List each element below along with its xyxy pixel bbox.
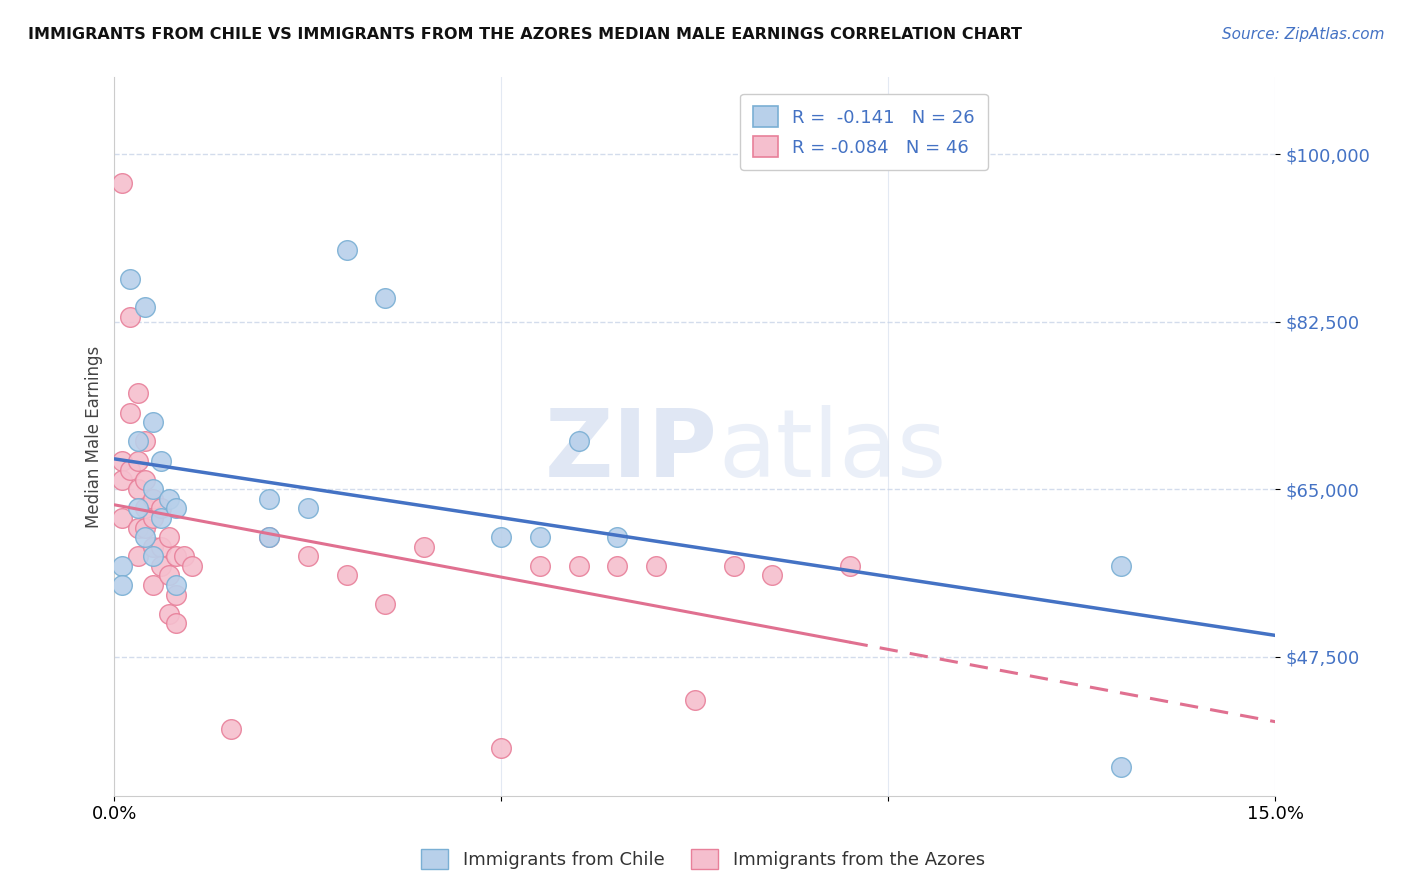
Point — [1109, 760, 1132, 774]
Point — [127, 453, 149, 467]
Point — [761, 568, 783, 582]
Point — [127, 549, 149, 564]
Point — [165, 616, 187, 631]
Point — [134, 473, 156, 487]
Point — [111, 511, 134, 525]
Point — [157, 530, 180, 544]
Point — [127, 501, 149, 516]
Point — [134, 520, 156, 534]
Point — [165, 501, 187, 516]
Point — [257, 530, 280, 544]
Point — [149, 540, 172, 554]
Point — [149, 511, 172, 525]
Point — [157, 491, 180, 506]
Point — [127, 434, 149, 449]
Point — [568, 434, 591, 449]
Point — [297, 549, 319, 564]
Point — [491, 530, 513, 544]
Point — [683, 693, 706, 707]
Legend: R =  -0.141   N = 26, R = -0.084   N = 46: R = -0.141 N = 26, R = -0.084 N = 46 — [740, 94, 987, 169]
Point — [645, 558, 668, 573]
Y-axis label: Median Male Earnings: Median Male Earnings — [86, 345, 103, 528]
Point — [165, 588, 187, 602]
Point — [606, 530, 628, 544]
Point — [491, 740, 513, 755]
Point — [111, 453, 134, 467]
Point — [118, 406, 141, 420]
Point — [529, 558, 551, 573]
Point — [165, 578, 187, 592]
Point — [374, 597, 396, 611]
Point — [142, 540, 165, 554]
Point — [134, 434, 156, 449]
Point — [118, 271, 141, 285]
Point — [111, 558, 134, 573]
Point — [1109, 558, 1132, 573]
Point — [111, 176, 134, 190]
Point — [127, 520, 149, 534]
Point — [142, 549, 165, 564]
Point — [134, 501, 156, 516]
Point — [374, 291, 396, 305]
Point — [157, 607, 180, 621]
Point — [219, 722, 242, 736]
Point — [118, 463, 141, 477]
Point — [257, 530, 280, 544]
Point — [149, 453, 172, 467]
Point — [149, 501, 172, 516]
Point — [173, 549, 195, 564]
Point — [529, 530, 551, 544]
Point — [568, 558, 591, 573]
Point — [142, 511, 165, 525]
Point — [606, 558, 628, 573]
Point — [118, 310, 141, 324]
Point — [142, 415, 165, 429]
Text: ZIP: ZIP — [546, 405, 718, 497]
Point — [149, 558, 172, 573]
Text: IMMIGRANTS FROM CHILE VS IMMIGRANTS FROM THE AZORES MEDIAN MALE EARNINGS CORRELA: IMMIGRANTS FROM CHILE VS IMMIGRANTS FROM… — [28, 27, 1022, 42]
Point — [336, 568, 359, 582]
Point — [111, 473, 134, 487]
Point — [127, 483, 149, 497]
Point — [180, 558, 202, 573]
Legend: Immigrants from Chile, Immigrants from the Azores: Immigrants from Chile, Immigrants from t… — [412, 839, 994, 879]
Text: Source: ZipAtlas.com: Source: ZipAtlas.com — [1222, 27, 1385, 42]
Point — [336, 243, 359, 257]
Point — [413, 540, 436, 554]
Point — [134, 301, 156, 315]
Point — [134, 530, 156, 544]
Point — [142, 578, 165, 592]
Point — [142, 491, 165, 506]
Point — [111, 578, 134, 592]
Text: atlas: atlas — [718, 405, 946, 497]
Point — [257, 491, 280, 506]
Point — [297, 501, 319, 516]
Point — [165, 549, 187, 564]
Point — [157, 568, 180, 582]
Point — [723, 558, 745, 573]
Point — [127, 386, 149, 401]
Point — [142, 483, 165, 497]
Point — [838, 558, 860, 573]
